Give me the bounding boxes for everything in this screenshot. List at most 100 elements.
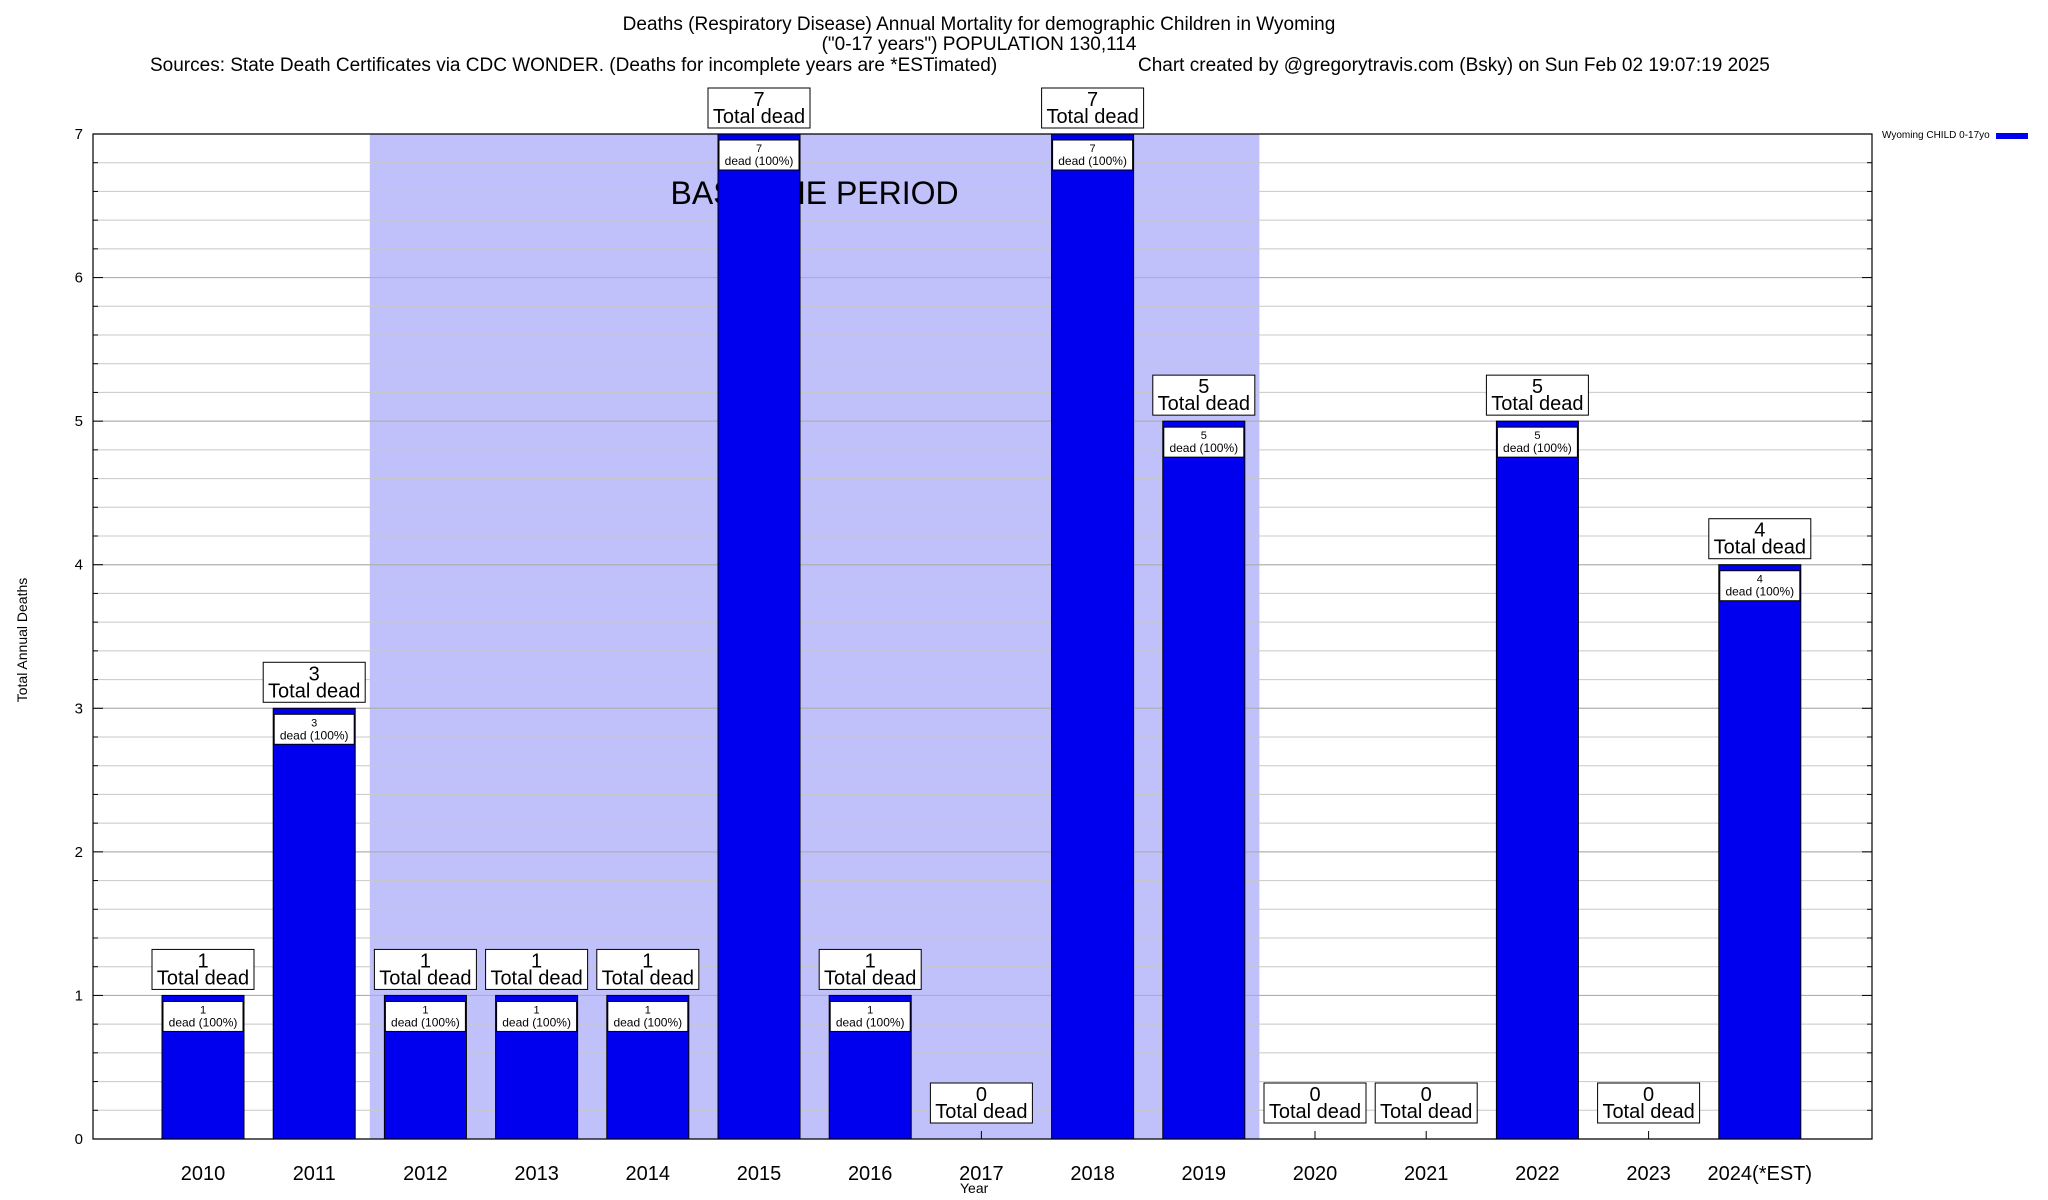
x-tick-label: 2010 <box>181 1163 226 1185</box>
bar-total-label-box <box>1597 1082 1701 1124</box>
bar-total-value: 7 <box>753 89 764 111</box>
bar-total-label-box <box>151 948 255 990</box>
x-tick-label: 2019 <box>1182 1163 1227 1185</box>
x-axis-label: Year <box>960 1180 989 1196</box>
y-tick-label: 5 <box>75 413 83 430</box>
bar <box>717 133 801 1140</box>
bar-total-label-box <box>373 948 477 990</box>
bar-inner-value: 1 <box>422 1004 428 1016</box>
x-tick-label: 2011 <box>293 1163 336 1185</box>
bar-inner-label-box <box>718 139 800 171</box>
bar-total-label: Total dead <box>935 1101 1027 1123</box>
bar-total-label: Total dead <box>713 106 805 128</box>
bar-total-value: 0 <box>1643 1084 1654 1106</box>
chart-source-note: Sources: State Death Certificates via CD… <box>150 55 998 76</box>
bar-inner-label-box <box>1163 426 1245 458</box>
bar-inner-label-box <box>1719 570 1801 602</box>
bar-inner-value: 5 <box>1534 430 1540 442</box>
x-tick-label: 2022 <box>1515 1163 1560 1185</box>
bar <box>1718 564 1802 1140</box>
bar-inner-label-box <box>384 1000 466 1032</box>
bar-inner-value: 1 <box>645 1004 651 1016</box>
bar-inner-label: dead (100%) <box>836 1015 905 1029</box>
bar-total-value: 1 <box>642 950 653 972</box>
bar-inner-label-box <box>162 1000 244 1032</box>
bar-total-label: Total dead <box>1158 393 1250 415</box>
bar-inner-label-box <box>273 713 355 745</box>
bar-total-label: Total dead <box>1380 1101 1472 1123</box>
baseline-period-label: BASELINE PERIOD <box>671 175 959 211</box>
bar-total-value: 1 <box>865 950 876 972</box>
bar-total-label: Total dead <box>268 680 360 702</box>
chart-subtitle: ("0-17 years") POPULATION 130,114 <box>821 34 1137 55</box>
bar-total-value: 0 <box>1309 1084 1320 1106</box>
x-tick-label: 2012 <box>403 1163 448 1185</box>
y-tick-label: 0 <box>75 1131 83 1148</box>
x-tick-label: 2024(*EST) <box>1708 1163 1813 1185</box>
bar-inner-label-box <box>496 1000 578 1032</box>
bar-total-label-box <box>1041 87 1145 129</box>
bar-total-label-box <box>596 948 700 990</box>
bar-total-value: 7 <box>1087 89 1098 111</box>
bar-inner-label: dead (100%) <box>502 1015 571 1029</box>
x-tick-label: 2014 <box>626 1163 671 1185</box>
chart-title: Deaths (Respiratory Disease) Annual Mort… <box>622 14 1336 35</box>
bar-inner-label-box <box>607 1000 689 1032</box>
bar-total-label: Total dead <box>1714 537 1806 559</box>
bar-total-label-box <box>485 948 589 990</box>
x-tick-label: 2015 <box>737 1163 782 1185</box>
chart-credit: Chart created by @gregorytravis.com (Bsk… <box>1138 55 1770 76</box>
bar-total-value: 5 <box>1532 376 1543 398</box>
bar-inner-value: 5 <box>1201 430 1207 442</box>
bar-inner-value: 1 <box>534 1004 540 1016</box>
x-tick-label: 2017 <box>959 1163 1004 1185</box>
bar <box>1051 133 1135 1140</box>
bar-total-label: Total dead <box>1602 1101 1694 1123</box>
x-tick-label: 2020 <box>1293 1163 1338 1185</box>
bar-total-label: Total dead <box>1046 106 1138 128</box>
legend: Wyoming CHILD 0-17yo <box>1882 130 2028 141</box>
plot-frame <box>92 133 1873 1140</box>
x-tick-label: 2018 <box>1070 1163 1115 1185</box>
y-tick-label: 4 <box>75 557 83 574</box>
bar-inner-label: dead (100%) <box>1169 441 1238 455</box>
bar-inner-value: 7 <box>756 143 762 155</box>
bar <box>1495 420 1579 1140</box>
bar-inner-label: dead (100%) <box>613 1015 682 1029</box>
bar-total-value: 5 <box>1198 376 1209 398</box>
bar-inner-label: dead (100%) <box>1503 441 1572 455</box>
bar-total-label-box <box>1263 1082 1367 1124</box>
bar-inner-label-box <box>1496 426 1578 458</box>
bar <box>1162 420 1246 1140</box>
bar-total-label-box <box>818 948 922 990</box>
bar-total-value: 3 <box>309 663 320 685</box>
bar-total-label: Total dead <box>490 967 582 989</box>
bar-total-label-box <box>1374 1082 1478 1124</box>
x-tick-label: 2013 <box>514 1163 559 1185</box>
bar-inner-label: dead (100%) <box>1058 154 1127 168</box>
x-tick-label: 2016 <box>848 1163 893 1185</box>
y-tick-label: 2 <box>75 844 83 861</box>
bar-inner-value: 1 <box>867 1004 873 1016</box>
bar-total-label: Total dead <box>1269 1101 1361 1123</box>
bar-total-label: Total dead <box>602 967 694 989</box>
bar-inner-label: dead (100%) <box>725 154 794 168</box>
bar-total-value: 1 <box>197 950 208 972</box>
legend-swatch <box>1995 132 2028 139</box>
bar-total-label-box <box>262 661 366 703</box>
bar-inner-value: 1 <box>200 1004 206 1016</box>
y-tick-label: 6 <box>75 270 83 287</box>
bar-total-label-box <box>1708 518 1812 560</box>
bar-inner-label: dead (100%) <box>1725 585 1794 599</box>
bar-inner-value: 3 <box>311 717 317 729</box>
bar-inner-label-box <box>829 1000 911 1032</box>
y-tick-label: 7 <box>75 126 83 143</box>
y-tick-label: 1 <box>75 987 83 1004</box>
bar-inner-label: dead (100%) <box>391 1015 460 1029</box>
bar-total-label-box <box>1152 374 1256 416</box>
bar-total-value: 1 <box>420 950 431 972</box>
bar-total-value: 1 <box>531 950 542 972</box>
bar-inner-label-box <box>1052 139 1134 171</box>
bar <box>272 707 356 1140</box>
